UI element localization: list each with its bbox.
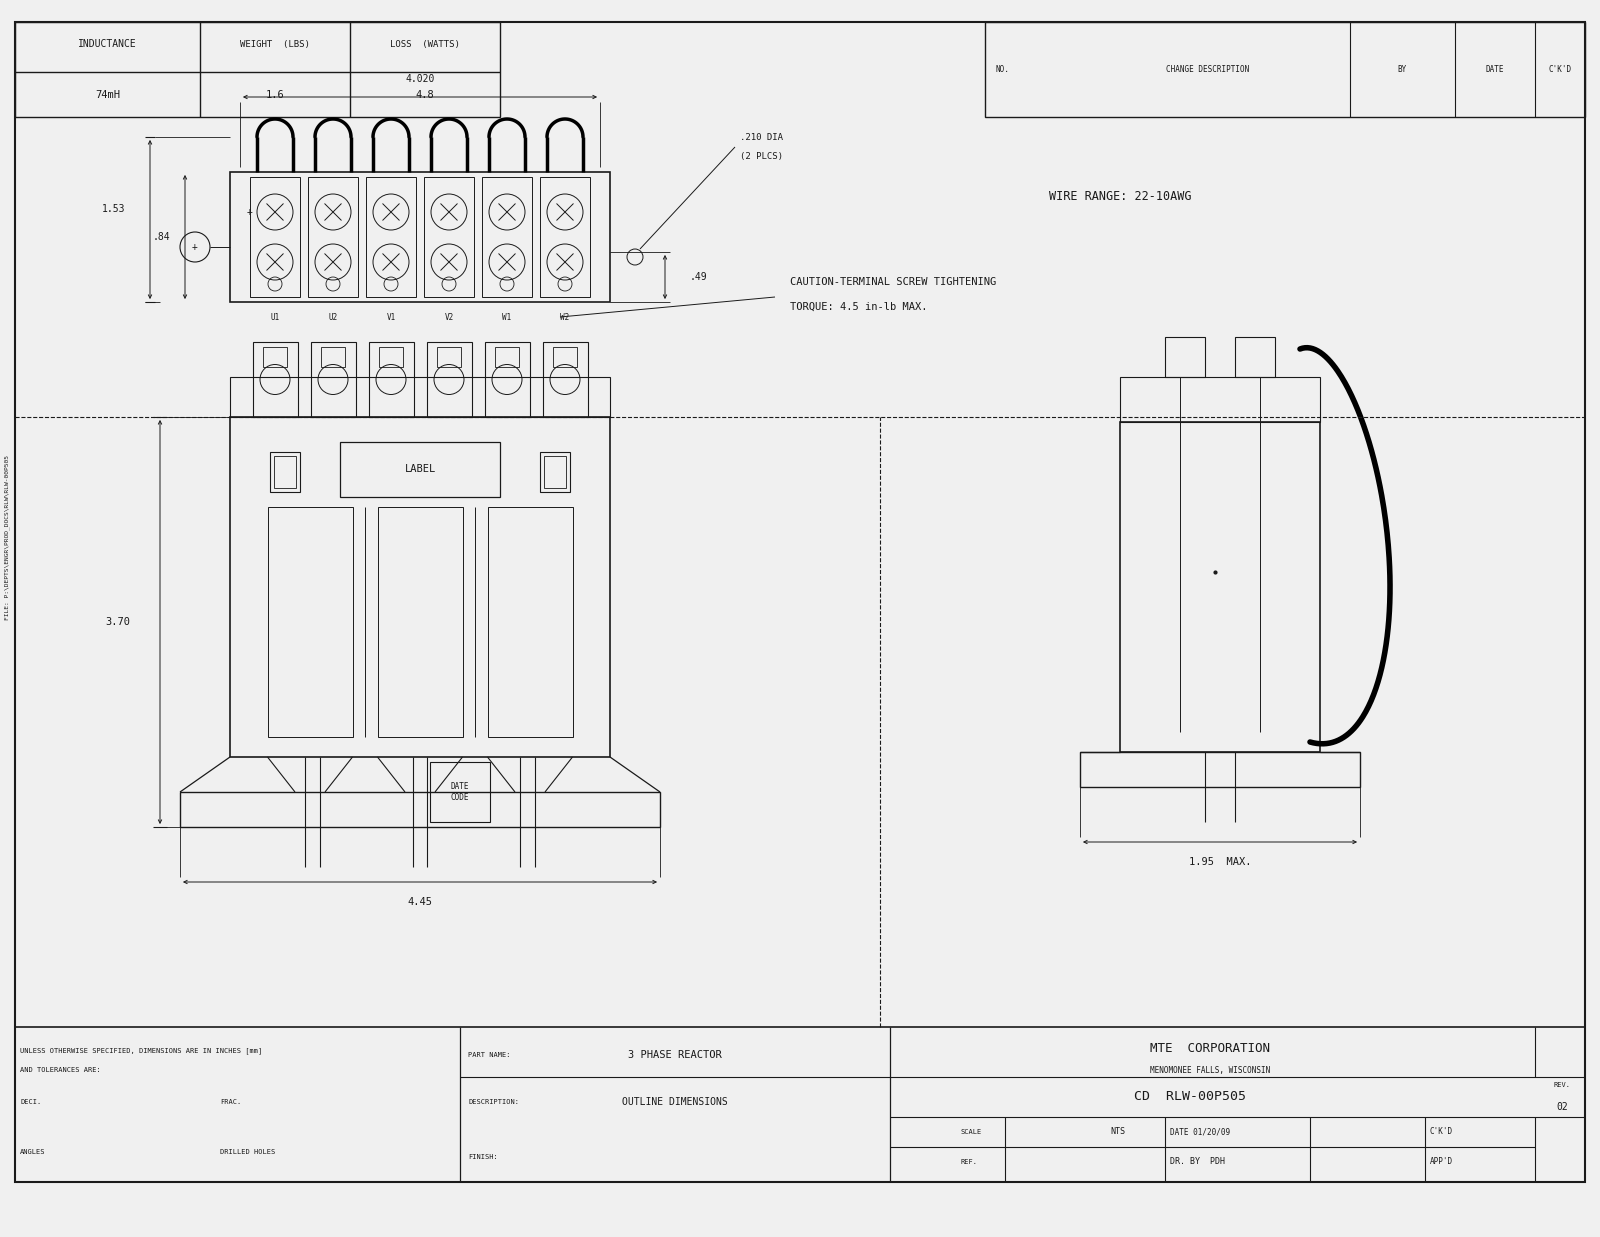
Bar — [181, 792, 661, 828]
Text: C'K'D: C'K'D — [1430, 1127, 1453, 1137]
Bar — [437, 348, 461, 367]
Text: PART NAME:: PART NAME: — [469, 1051, 510, 1058]
Bar — [366, 177, 416, 297]
Text: FILE: P:\DEPTS\ENGR\PROD_DOCS\RLW\RLW-00P505: FILE: P:\DEPTS\ENGR\PROD_DOCS\RLW\RLW-00… — [5, 454, 10, 620]
Bar — [1120, 377, 1320, 422]
Bar — [230, 172, 610, 302]
Text: 1.95  MAX.: 1.95 MAX. — [1189, 857, 1251, 867]
Text: W2: W2 — [560, 313, 570, 322]
Bar — [341, 442, 501, 497]
Text: FINISH:: FINISH: — [469, 1154, 498, 1160]
Bar — [427, 341, 472, 417]
Text: +: + — [246, 207, 253, 216]
Text: REF.: REF. — [960, 1159, 978, 1165]
Text: DATE
CODE: DATE CODE — [451, 782, 469, 802]
Text: CD  RLW-00P505: CD RLW-00P505 — [1134, 1091, 1246, 1103]
Text: OUTLINE DIMENSIONS: OUTLINE DIMENSIONS — [622, 1097, 728, 1107]
Text: 1.53: 1.53 — [101, 204, 125, 214]
Text: ANGLES: ANGLES — [21, 1149, 45, 1155]
Text: 02: 02 — [1557, 1102, 1568, 1112]
Bar — [379, 348, 403, 367]
Bar — [14, 22, 501, 118]
Text: CAUTION-TERMINAL SCREW TIGHTENING: CAUTION-TERMINAL SCREW TIGHTENING — [790, 277, 997, 287]
Bar — [986, 22, 1586, 118]
Text: DATE 01/20/09: DATE 01/20/09 — [1170, 1127, 1230, 1137]
Text: 3 PHASE REACTOR: 3 PHASE REACTOR — [629, 1050, 722, 1060]
Bar — [310, 341, 355, 417]
Bar — [541, 177, 590, 297]
Bar — [544, 456, 566, 489]
Text: BY: BY — [1398, 66, 1406, 74]
Text: 74mH: 74mH — [94, 90, 120, 100]
Text: 4.8: 4.8 — [416, 90, 434, 100]
Bar — [1165, 336, 1205, 377]
Text: WEIGHT  (LBS): WEIGHT (LBS) — [240, 40, 310, 48]
Bar — [554, 348, 578, 367]
Bar — [267, 507, 352, 737]
Text: 4.020: 4.020 — [405, 74, 435, 84]
Text: DR. BY  PDH: DR. BY PDH — [1170, 1158, 1226, 1166]
Text: 4.45: 4.45 — [408, 897, 432, 907]
Text: W1: W1 — [502, 313, 512, 322]
Bar — [485, 341, 530, 417]
Text: C'K'D: C'K'D — [1549, 66, 1571, 74]
Bar — [230, 377, 610, 417]
Bar — [1235, 336, 1275, 377]
Bar — [1120, 422, 1320, 752]
Text: FRAC.: FRAC. — [221, 1098, 242, 1105]
Text: DRILLED HOLES: DRILLED HOLES — [221, 1149, 275, 1155]
Bar — [378, 507, 462, 737]
Text: WIRE RANGE: 22-10AWG: WIRE RANGE: 22-10AWG — [1048, 190, 1192, 204]
Text: UNLESS OTHERWISE SPECIFIED, DIMENSIONS ARE IN INCHES [mm]: UNLESS OTHERWISE SPECIFIED, DIMENSIONS A… — [21, 1047, 262, 1054]
Bar — [322, 348, 346, 367]
Bar — [274, 456, 296, 489]
Text: MENOMONEE FALLS, WISCONSIN: MENOMONEE FALLS, WISCONSIN — [1150, 1065, 1270, 1075]
Text: 1.6: 1.6 — [266, 90, 285, 100]
Bar — [1080, 752, 1360, 787]
Text: DESCRIPTION:: DESCRIPTION: — [469, 1098, 518, 1105]
Text: 3.70: 3.70 — [106, 617, 130, 627]
Text: .210 DIA: .210 DIA — [741, 132, 782, 141]
Bar — [270, 452, 301, 492]
Text: CHANGE DESCRIPTION: CHANGE DESCRIPTION — [1166, 66, 1250, 74]
Text: (2 PLCS): (2 PLCS) — [741, 152, 782, 162]
Bar — [430, 762, 490, 823]
Bar — [424, 177, 474, 297]
Text: DATE: DATE — [1486, 66, 1504, 74]
Text: AND TOLERANCES ARE:: AND TOLERANCES ARE: — [21, 1068, 101, 1072]
Bar — [368, 341, 413, 417]
Text: SCALE: SCALE — [960, 1129, 981, 1136]
Text: LOSS  (WATTS): LOSS (WATTS) — [390, 40, 459, 48]
Text: U1: U1 — [270, 313, 280, 322]
Text: MTE  CORPORATION: MTE CORPORATION — [1150, 1043, 1270, 1055]
Text: +: + — [192, 242, 198, 252]
Bar — [262, 348, 286, 367]
Bar — [230, 417, 610, 757]
Bar — [541, 452, 570, 492]
Bar — [482, 177, 533, 297]
Text: U2: U2 — [328, 313, 338, 322]
Text: .49: .49 — [690, 272, 707, 282]
Bar — [250, 177, 301, 297]
Text: DECI.: DECI. — [21, 1098, 42, 1105]
Bar — [253, 341, 298, 417]
Text: INDUCTANCE: INDUCTANCE — [78, 40, 138, 49]
Text: V1: V1 — [386, 313, 395, 322]
Text: NTS: NTS — [1110, 1127, 1125, 1137]
Text: REV.: REV. — [1554, 1082, 1571, 1089]
Bar — [488, 507, 573, 737]
Text: NO.: NO. — [995, 66, 1010, 74]
Text: APP'D: APP'D — [1430, 1158, 1453, 1166]
Text: .84: .84 — [152, 233, 170, 242]
Bar — [542, 341, 587, 417]
Text: V2: V2 — [445, 313, 454, 322]
Bar — [494, 348, 518, 367]
Bar — [309, 177, 358, 297]
Text: TORQUE: 4.5 in-lb MAX.: TORQUE: 4.5 in-lb MAX. — [790, 302, 928, 312]
Text: LABEL: LABEL — [405, 465, 435, 475]
